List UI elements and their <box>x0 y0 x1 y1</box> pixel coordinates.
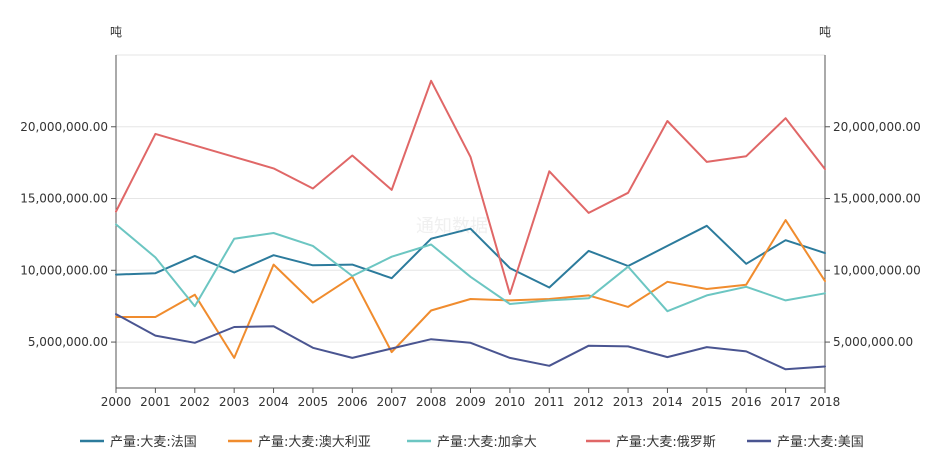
x-tick-label-12: 2012 <box>573 395 604 409</box>
y-tick-label-right-2: 15,000,000.00 <box>833 192 921 206</box>
series-lines <box>115 79 826 371</box>
series-line-1 <box>115 219 826 359</box>
axes: 5,000,000.00 5,000,000.00 10,000,000.00 10,… <box>20 25 921 409</box>
x-tick-label-3: 2003 <box>219 395 250 409</box>
legend-label-4: 产量:大麦:美国 <box>777 435 864 450</box>
x-tick-label-6: 2006 <box>337 395 368 409</box>
x-tick-label-13: 2013 <box>613 395 644 409</box>
y-tick-label-left-2: 15,000,000.00 <box>20 192 108 206</box>
y-tick-label-right-1: 10,000,000.00 <box>833 263 921 277</box>
x-tick-label-15: 2015 <box>692 395 723 409</box>
y-tick-label-left-1: 10,000,000.00 <box>20 263 108 277</box>
legend[interactable]: 产量:大麦:法国 产量:大麦:澳大利亚 产量:大麦:加拿大 产量:大麦:俄罗斯 产量:大… <box>80 434 864 450</box>
x-tick-label-9: 2009 <box>455 395 486 409</box>
x-tick-label-18: 2018 <box>810 395 841 409</box>
legend-label-3: 产量:大麦:俄罗斯 <box>616 435 716 450</box>
series-line-2 <box>115 223 826 313</box>
series-line-3 <box>115 79 826 295</box>
x-tick-label-17: 2017 <box>770 395 801 409</box>
legend-item-3[interactable]: 产量:大麦:俄罗斯 <box>586 435 716 450</box>
legend-item-0[interactable]: 产量:大麦:法国 <box>80 435 197 450</box>
x-tick-label-4: 2004 <box>258 395 289 409</box>
x-tick-label-0: 2000 <box>101 395 132 409</box>
y-tick-label-right-3: 20,000,000.00 <box>833 120 921 134</box>
x-tick-label-5: 2005 <box>298 395 329 409</box>
series-line-0 <box>115 224 826 289</box>
x-tick-label-16: 2016 <box>731 395 762 409</box>
x-tick-label-1: 2001 <box>140 395 171 409</box>
x-tick-label-11: 2011 <box>534 395 565 409</box>
x-tick-label-10: 2010 <box>495 395 526 409</box>
y-unit-right: 吨 <box>819 25 831 39</box>
series-line-4 <box>115 313 826 371</box>
x-tick-label-14: 2014 <box>652 395 683 409</box>
x-tick-label-2: 2002 <box>180 395 211 409</box>
legend-item-4[interactable]: 产量:大麦:美国 <box>747 435 864 450</box>
y-tick-label-right-0: 5,000,000.00 <box>833 335 913 349</box>
legend-item-1[interactable]: 产量:大麦:澳大利亚 <box>228 434 371 450</box>
y-tick-label-left-0: 5,000,000.00 <box>28 335 108 349</box>
y-unit-left: 吨 <box>110 25 122 39</box>
legend-label-1: 产量:大麦:澳大利亚 <box>258 434 371 450</box>
grid-lines <box>116 54 825 343</box>
legend-label-0: 产量:大麦:法国 <box>110 435 197 450</box>
x-tick-label-7: 2007 <box>376 395 407 409</box>
x-tick-label-8: 2008 <box>416 395 447 409</box>
legend-item-2[interactable]: 产量:大麦:加拿大 <box>407 434 537 450</box>
watermark-text: 通知数据 <box>416 216 488 237</box>
y-tick-label-left-3: 20,000,000.00 <box>20 120 108 134</box>
legend-label-2: 产量:大麦:加拿大 <box>437 434 537 450</box>
